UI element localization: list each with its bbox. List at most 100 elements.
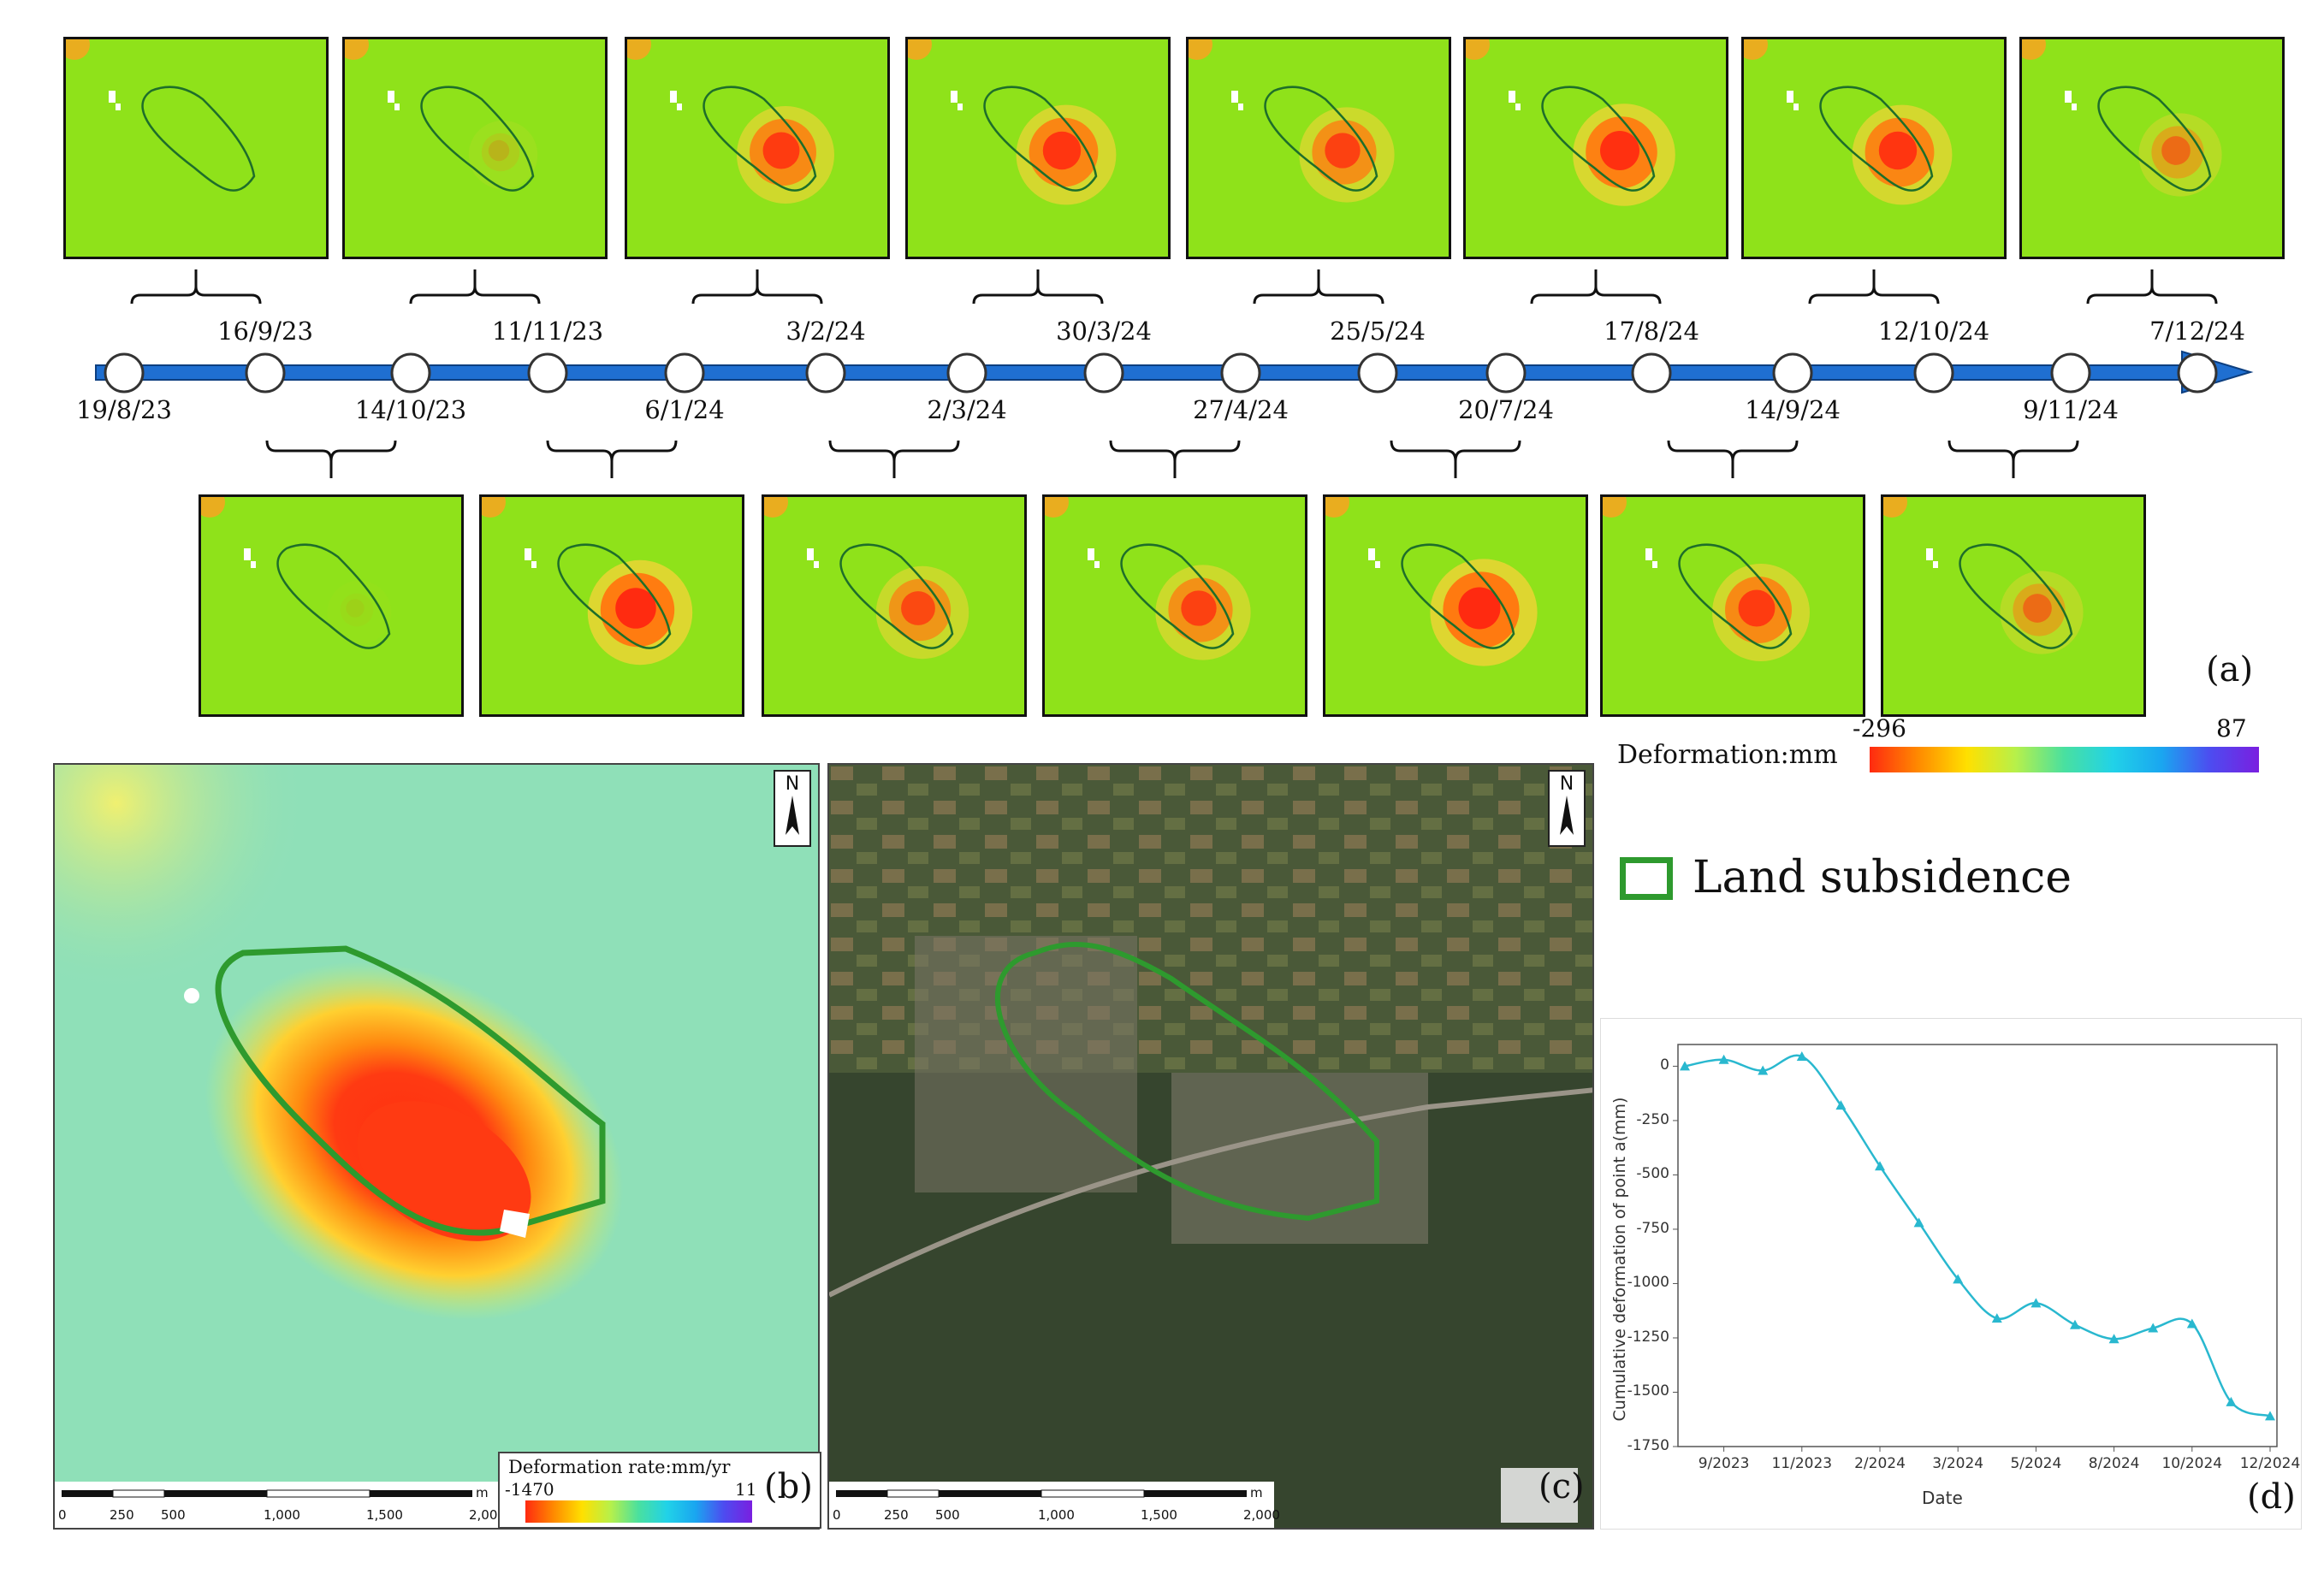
timeline-node: [2050, 352, 2091, 394]
timeline-node: [527, 352, 568, 394]
chart-data-point: [2070, 1319, 2080, 1329]
rate-map-graphic: [55, 765, 818, 1528]
chart-y-tick: -1250: [1627, 1328, 1669, 1346]
chart-y-tick: -750: [1636, 1219, 1669, 1237]
chart-data-point: [2108, 1334, 2119, 1344]
thumbnail-bottom-4: [1042, 494, 1307, 717]
chart-x-tick: 3/2024: [1932, 1455, 1984, 1472]
chart-x-tick: 12/2024: [2239, 1455, 2301, 1472]
timeline-node-circles: [104, 352, 2218, 394]
chart-x-axis-label: Date: [1922, 1488, 1963, 1508]
thumbnail-bottom-3: [762, 494, 1027, 717]
chart-data-point: [1953, 1274, 1964, 1284]
chart-data-point: [1796, 1050, 1807, 1061]
subsidence-outline-c: [994, 942, 1379, 1222]
timeline-node: [104, 352, 145, 394]
scale-c-tick: 0: [833, 1507, 841, 1523]
chart-data-point: [1718, 1054, 1729, 1064]
chart-data-point: [2186, 1318, 2197, 1329]
thumbnail-top-3: [625, 37, 890, 259]
scale-b-tick: 500: [161, 1507, 186, 1523]
scale-b-tick: 1,000: [264, 1507, 300, 1523]
thumbnail-top-2: [342, 37, 608, 259]
scale-bar-b: 0 250 500 1,000 1,500 2,000 m: [55, 1482, 506, 1528]
date-label-below: 14/9/24: [1745, 395, 1841, 424]
thumbnail-bottom-6: [1600, 494, 1865, 717]
thumbnail-top-6: [1463, 37, 1728, 259]
panel-c-satellite-image: N 0 250 500 1,000 1,500 2,000 m: [827, 763, 1594, 1530]
chart-data-point: [2148, 1323, 2159, 1333]
chart-y-tick: -1500: [1627, 1382, 1669, 1400]
panel-d-label: (d): [2247, 1477, 2296, 1517]
timeline-node: [390, 352, 431, 394]
colorbar-a-min: -296: [1853, 714, 1906, 743]
scale-c-tick: 500: [935, 1507, 960, 1523]
timeline-brackets: [130, 269, 2218, 478]
chart-x-tick: 8/2024: [2088, 1455, 2140, 1472]
chart-data-point: [1875, 1161, 1885, 1171]
timeline-node: [2177, 352, 2218, 394]
chart-frame: [1677, 1044, 2278, 1447]
chart-plot: [1673, 1044, 2278, 1452]
thumbnail-bottom-7: [1881, 494, 2146, 717]
subsidence-outline-b: [215, 945, 606, 1236]
scale-c-tick: 1,500: [1141, 1507, 1177, 1523]
timeline-node: [1631, 352, 1672, 394]
scale-c-tick: 1,000: [1038, 1507, 1075, 1523]
scale-b-tick: 2,000: [469, 1507, 506, 1523]
date-label-above: 11/11/23: [491, 317, 604, 346]
colorbar-b: [525, 1500, 752, 1523]
colorbar-b-title: Deformation rate:mm/yr: [508, 1457, 731, 1477]
chart-x-tick: 9/2023: [1698, 1455, 1750, 1472]
thumbnail-top-1: [63, 37, 329, 259]
colorbar-a-max: 87: [2216, 714, 2247, 743]
timeline-node: [1913, 352, 1954, 394]
chart-data-point: [2265, 1411, 2275, 1421]
scale-c-tick: 250: [884, 1507, 909, 1523]
chart-data-point: [2226, 1396, 2237, 1406]
panel-b-rate-map: N 0 250 500 1,000 1,500 2,000 m: [53, 763, 820, 1530]
timeline-node: [1772, 352, 1813, 394]
chart-data-point: [1913, 1217, 1924, 1228]
thumbnail-top-5: [1186, 37, 1451, 259]
date-label-above: 16/9/23: [217, 317, 313, 346]
chart-x-tick: 5/2024: [2010, 1455, 2062, 1472]
timeline-node: [1357, 352, 1398, 394]
chart-data-point: [1758, 1065, 1769, 1075]
thumbnail-bottom-1: [199, 494, 464, 717]
thumbnail-bottom-5: [1323, 494, 1588, 717]
chart-y-tick: -1000: [1627, 1274, 1669, 1292]
chart-x-tick: 11/2023: [1771, 1455, 1833, 1472]
scale-c-unit: m: [1250, 1485, 1263, 1500]
timeline-node: [664, 352, 705, 394]
timeline-node: [1485, 352, 1527, 394]
chart-y-tick: -250: [1636, 1110, 1669, 1128]
colorbar-b-max: 11: [735, 1479, 757, 1500]
chart-y-tick: -1750: [1627, 1437, 1669, 1454]
chart-data-point: [1680, 1061, 1690, 1071]
chart-series-line: [1684, 1054, 2271, 1417]
date-label-below: 6/1/24: [644, 395, 725, 424]
date-label-above: 17/8/24: [1604, 317, 1699, 346]
chart-data-point: [1991, 1313, 2002, 1323]
date-label-above: 30/3/24: [1056, 317, 1152, 346]
north-arrow-b: N: [774, 770, 811, 847]
timeline-node: [1083, 352, 1124, 394]
chart-data-point: [2031, 1298, 2042, 1308]
timeline-node: [245, 352, 286, 394]
scale-bar-c: 0 250 500 1,000 1,500 2,000 m: [829, 1482, 1280, 1528]
satellite-graphic: [829, 765, 1592, 1528]
chart-y-axis-label: Cumulative deformation of point a(mm): [1610, 1097, 1629, 1422]
date-label-below: 2/3/24: [927, 395, 1007, 424]
chart-y-tick: -500: [1636, 1165, 1669, 1183]
date-label-below: 20/7/24: [1458, 395, 1554, 424]
chart-x-tick: 2/2024: [1854, 1455, 1906, 1472]
date-label-above: 3/2/24: [786, 317, 866, 346]
scale-b-tick: 0: [58, 1507, 67, 1523]
scale-b-tick: 1,500: [366, 1507, 403, 1523]
chart-data-point: [1835, 1100, 1847, 1110]
scale-b-unit: m: [476, 1485, 489, 1500]
timeline-node: [805, 352, 846, 394]
thumbnail-top-4: [905, 37, 1171, 259]
scale-b-tick: 250: [110, 1507, 134, 1523]
